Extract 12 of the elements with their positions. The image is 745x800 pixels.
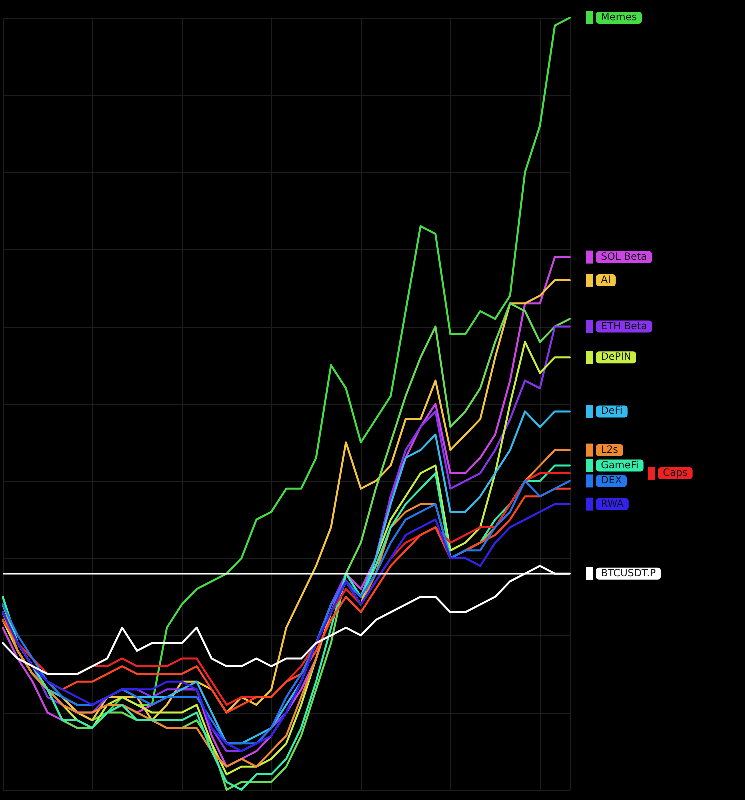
legend-label: Caps bbox=[663, 468, 688, 479]
legend-label: BTCUSDT.P bbox=[601, 568, 656, 580]
legend-label: RWA bbox=[601, 498, 624, 510]
legend-label: AI bbox=[601, 274, 611, 286]
legend-label: DeFi bbox=[601, 406, 623, 418]
legend-label: GameFi bbox=[601, 460, 639, 472]
legend-label: Memes bbox=[601, 12, 638, 24]
legend-label: L2s bbox=[601, 444, 618, 456]
legend-label: SOL Beta bbox=[601, 252, 648, 263]
legend-label: ETH Beta bbox=[601, 321, 648, 332]
legend-label: DEX bbox=[601, 476, 622, 487]
legend-label: DePIN bbox=[601, 352, 632, 364]
